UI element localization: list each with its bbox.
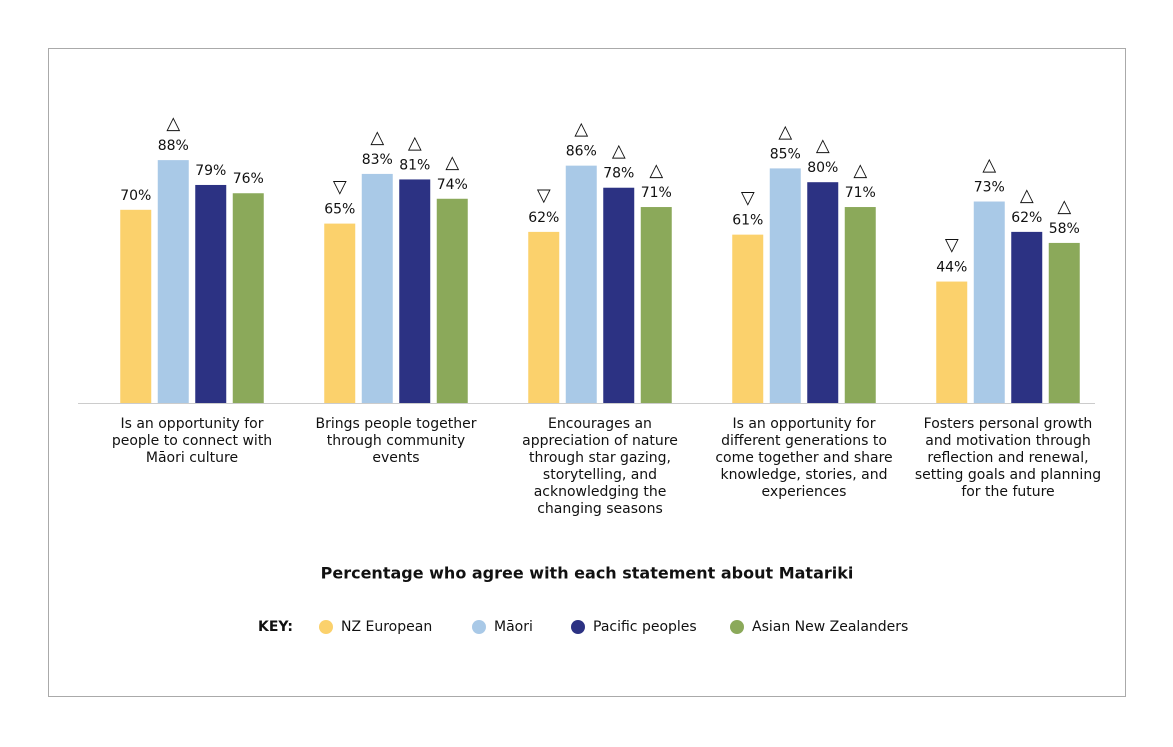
value-label: 79% bbox=[195, 163, 226, 179]
legend-label: NZ European bbox=[341, 619, 432, 635]
significance-marker: △ bbox=[370, 127, 384, 148]
legend-swatch bbox=[319, 620, 333, 634]
significance-marker: △ bbox=[853, 160, 867, 181]
bar bbox=[565, 165, 597, 403]
significance-marker: △ bbox=[778, 121, 792, 142]
bar bbox=[844, 207, 876, 403]
significance-marker: △ bbox=[166, 113, 180, 134]
value-label: 80% bbox=[807, 160, 838, 176]
significance-marker: △ bbox=[574, 119, 588, 140]
legend-swatch bbox=[730, 620, 744, 634]
significance-marker: △ bbox=[1057, 196, 1071, 217]
bar bbox=[436, 198, 468, 403]
value-label: 71% bbox=[641, 185, 672, 201]
frame bbox=[48, 48, 1126, 697]
bar bbox=[603, 187, 635, 403]
value-label: 65% bbox=[324, 202, 355, 218]
bar bbox=[1048, 242, 1080, 403]
significance-marker: ▽ bbox=[945, 235, 959, 256]
significance-marker: ▽ bbox=[537, 185, 551, 206]
value-label: 62% bbox=[1011, 210, 1042, 226]
value-label: 71% bbox=[845, 185, 876, 201]
value-label: 85% bbox=[770, 146, 801, 162]
significance-marker: ▽ bbox=[741, 188, 755, 209]
value-label: 88% bbox=[158, 138, 189, 154]
chart-title: Percentage who agree with each statement… bbox=[321, 564, 854, 583]
category-label: Brings people together through community… bbox=[315, 416, 477, 466]
significance-marker: △ bbox=[612, 141, 626, 162]
significance-marker: △ bbox=[408, 132, 422, 153]
value-label: 73% bbox=[974, 180, 1005, 196]
bar bbox=[528, 231, 560, 403]
significance-marker: ▽ bbox=[333, 177, 347, 198]
significance-marker: △ bbox=[816, 135, 830, 156]
category-label: Encourages an appreciation of nature thr… bbox=[522, 416, 678, 517]
legend-label: Pacific peoples bbox=[593, 619, 697, 635]
bar bbox=[769, 168, 801, 403]
bar bbox=[973, 201, 1005, 403]
category-label: Is an opportunity for different generati… bbox=[715, 416, 893, 500]
bar bbox=[157, 160, 189, 403]
value-label: 76% bbox=[233, 171, 264, 187]
significance-marker: △ bbox=[649, 160, 663, 181]
value-label: 74% bbox=[437, 177, 468, 193]
value-label: 62% bbox=[528, 210, 559, 226]
bar bbox=[232, 193, 264, 403]
bar bbox=[399, 179, 431, 403]
value-label: 86% bbox=[566, 144, 597, 160]
bar bbox=[195, 184, 227, 403]
legend-label: Asian New Zealanders bbox=[752, 619, 908, 635]
value-label: 58% bbox=[1049, 221, 1080, 237]
bar bbox=[1011, 231, 1043, 403]
value-label: 83% bbox=[362, 152, 393, 168]
category-label: Is an opportunity for people to connect … bbox=[111, 416, 273, 466]
bar bbox=[324, 223, 356, 403]
bar bbox=[120, 209, 152, 403]
bar bbox=[732, 234, 764, 403]
value-label: 70% bbox=[120, 188, 151, 204]
legend-label: Māori bbox=[494, 619, 533, 635]
value-label: 44% bbox=[936, 260, 967, 276]
bar bbox=[361, 173, 393, 403]
value-label: 78% bbox=[603, 166, 634, 182]
value-label: 61% bbox=[732, 213, 763, 229]
bar bbox=[807, 182, 839, 403]
legend-key: KEY: bbox=[258, 619, 293, 635]
bar bbox=[640, 207, 672, 403]
significance-marker: △ bbox=[982, 155, 996, 176]
legend-swatch bbox=[571, 620, 585, 634]
significance-marker: △ bbox=[445, 152, 459, 173]
significance-marker: △ bbox=[1020, 185, 1034, 206]
legend-swatch bbox=[472, 620, 486, 634]
category-label: Fosters personal growth and motivation t… bbox=[914, 416, 1102, 500]
bar bbox=[936, 281, 968, 403]
value-label: 81% bbox=[399, 157, 430, 173]
